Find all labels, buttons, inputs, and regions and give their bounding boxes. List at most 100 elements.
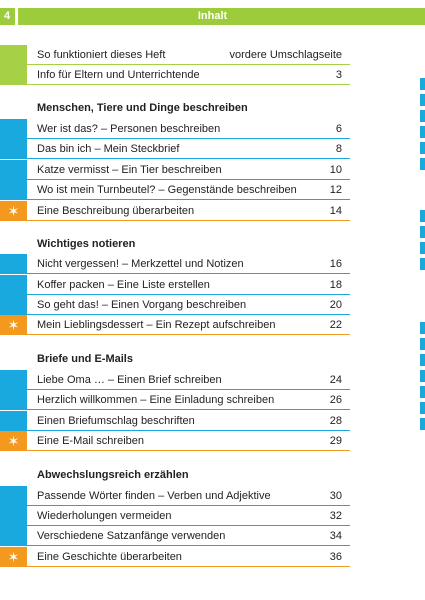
edge-mark: [420, 226, 425, 238]
entry-title: Nicht vergessen! – Merkzettel und Notize…: [37, 258, 244, 270]
page-title: Inhalt: [197, 10, 228, 22]
entry-tab: [0, 295, 27, 315]
edge-mark: [420, 386, 425, 398]
toc-entry[interactable]: Wo ist mein Turnbeutel? – Gegenstände be…: [0, 180, 350, 200]
entry-page: 6: [335, 123, 342, 135]
entry-page: 34: [329, 530, 342, 542]
entry-page: 32: [329, 510, 342, 522]
entry-title: Eine E-Mail schreiben: [37, 435, 144, 447]
entry-title: Koffer packen – Eine Liste erstellen: [37, 279, 210, 291]
edge-mark: [420, 322, 425, 334]
entry-tab: [0, 486, 27, 506]
edge-mark: [420, 242, 425, 254]
toc-entry[interactable]: Herzlich willkommen – Eine Einladung sch…: [0, 390, 350, 410]
star-icon: ✶: [7, 549, 20, 565]
entry-rule: [27, 389, 350, 390]
entry-page: 18: [329, 279, 342, 291]
entry-tab: [0, 526, 27, 546]
edge-mark: [420, 94, 425, 106]
entry-tab: ✶: [0, 431, 27, 451]
star-icon: ✶: [7, 203, 20, 219]
section-heading: Briefe und E-Mails: [37, 353, 133, 365]
entry-page: 12: [329, 184, 342, 196]
entry-tab: [0, 119, 27, 139]
toc-entry[interactable]: Passende Wörter finden – Verben und Adje…: [0, 486, 350, 506]
entry-tab: [0, 139, 27, 159]
edge-mark: [420, 338, 425, 350]
entry-page: 20: [329, 299, 342, 311]
edge-mark: [420, 78, 425, 90]
toc-entry[interactable]: So geht das! – Einen Vorgang beschreiben…: [0, 295, 350, 315]
entry-page: 22: [329, 319, 342, 331]
toc-entry[interactable]: ✶ Eine Geschichte überarbeiten 36: [0, 547, 350, 567]
entry-page: 30: [329, 490, 342, 502]
toc-entry[interactable]: Liebe Oma … – Einen Brief schreiben 24: [0, 370, 350, 390]
entry-title: So funktioniert dieses Heft: [37, 49, 166, 61]
entry-rule: [27, 64, 350, 65]
toc-entry[interactable]: Das bin ich – Mein Steckbrief 8: [0, 139, 350, 159]
edge-mark: [420, 126, 425, 138]
entry-tab: [0, 370, 27, 390]
entry-page: 24: [329, 374, 342, 386]
entry-tab: [0, 390, 27, 410]
toc-entry[interactable]: So funktioniert dieses Heft vordere Umsc…: [0, 45, 350, 65]
entry-rule: [27, 138, 350, 139]
entry-rule: [27, 505, 350, 506]
edge-mark: [420, 258, 425, 270]
toc-entry[interactable]: ✶ Mein Lieblingsdessert – Ein Rezept auf…: [0, 315, 350, 335]
entry-page: 14: [329, 205, 342, 217]
entry-tab: [0, 411, 27, 431]
entry-title: Das bin ich – Mein Steckbrief: [37, 143, 180, 155]
toc-entry[interactable]: ✶ Eine Beschreibung überarbeiten 14: [0, 201, 350, 221]
entry-page: 16: [329, 258, 342, 270]
entry-title: Passende Wörter finden – Verben und Adje…: [37, 490, 271, 502]
entry-rule: [27, 199, 350, 200]
entry-rule: [27, 450, 350, 451]
entry-rule: [27, 525, 350, 526]
entry-title: Mein Lieblingsdessert – Ein Rezept aufsc…: [37, 319, 276, 331]
entry-title: Wiederholungen vermeiden: [37, 510, 172, 522]
section-heading: Abwechslungsreich erzählen: [37, 469, 189, 481]
entry-tab: [0, 45, 27, 65]
edge-mark: [420, 402, 425, 414]
entry-rule: [27, 273, 350, 274]
entry-page: 28: [329, 415, 342, 427]
entry-tab: ✶: [0, 201, 27, 221]
toc-entry[interactable]: Koffer packen – Eine Liste erstellen 18: [0, 275, 350, 295]
entry-page: 3: [335, 69, 342, 81]
toc-entry[interactable]: Verschiedene Satzanfänge verwenden 34: [0, 526, 350, 546]
entry-rule: [27, 84, 350, 85]
header-bar: Inhalt 4: [0, 8, 425, 25]
entry-title: Verschiedene Satzanfänge verwenden: [37, 530, 226, 542]
entry-title: Eine Geschichte überarbeiten: [37, 551, 182, 563]
edge-mark: [420, 418, 425, 430]
entry-rule: [27, 334, 350, 335]
edge-mark: [420, 158, 425, 170]
entry-title: Info für Eltern und Unterrichtende: [37, 69, 200, 81]
entry-title: So geht das! – Einen Vorgang beschreiben: [37, 299, 247, 311]
entry-rule: [27, 430, 350, 431]
toc-entry[interactable]: Katze vermisst – Ein Tier beschreiben 10: [0, 160, 350, 180]
toc-entry[interactable]: Wiederholungen vermeiden 32: [0, 506, 350, 526]
toc-entry[interactable]: Info für Eltern und Unterrichtende 3: [0, 65, 350, 85]
edge-mark: [420, 110, 425, 122]
entry-tab: [0, 254, 27, 274]
entry-rule: [27, 409, 350, 410]
toc-entry[interactable]: ✶ Eine E-Mail schreiben 29: [0, 431, 350, 451]
toc-entry[interactable]: Einen Briefumschlag beschriften 28: [0, 411, 350, 431]
entry-rule: [27, 566, 350, 567]
toc-entry[interactable]: Wer ist das? – Personen beschreiben 6: [0, 119, 350, 139]
edge-mark: [420, 142, 425, 154]
entry-rule: [27, 179, 350, 180]
section-heading: Wichtiges notieren: [37, 238, 136, 250]
entry-tab: [0, 160, 27, 180]
edge-mark: [420, 370, 425, 382]
entry-tab: ✶: [0, 547, 27, 567]
entry-page: 36: [329, 551, 342, 563]
entry-title: Wer ist das? – Personen beschreiben: [37, 123, 221, 135]
star-icon: ✶: [7, 433, 20, 449]
entry-title: Katze vermisst – Ein Tier beschreiben: [37, 164, 222, 176]
entry-tab: [0, 275, 27, 295]
toc-entry[interactable]: Nicht vergessen! – Merkzettel und Notize…: [0, 254, 350, 274]
entry-tab: [0, 180, 27, 200]
